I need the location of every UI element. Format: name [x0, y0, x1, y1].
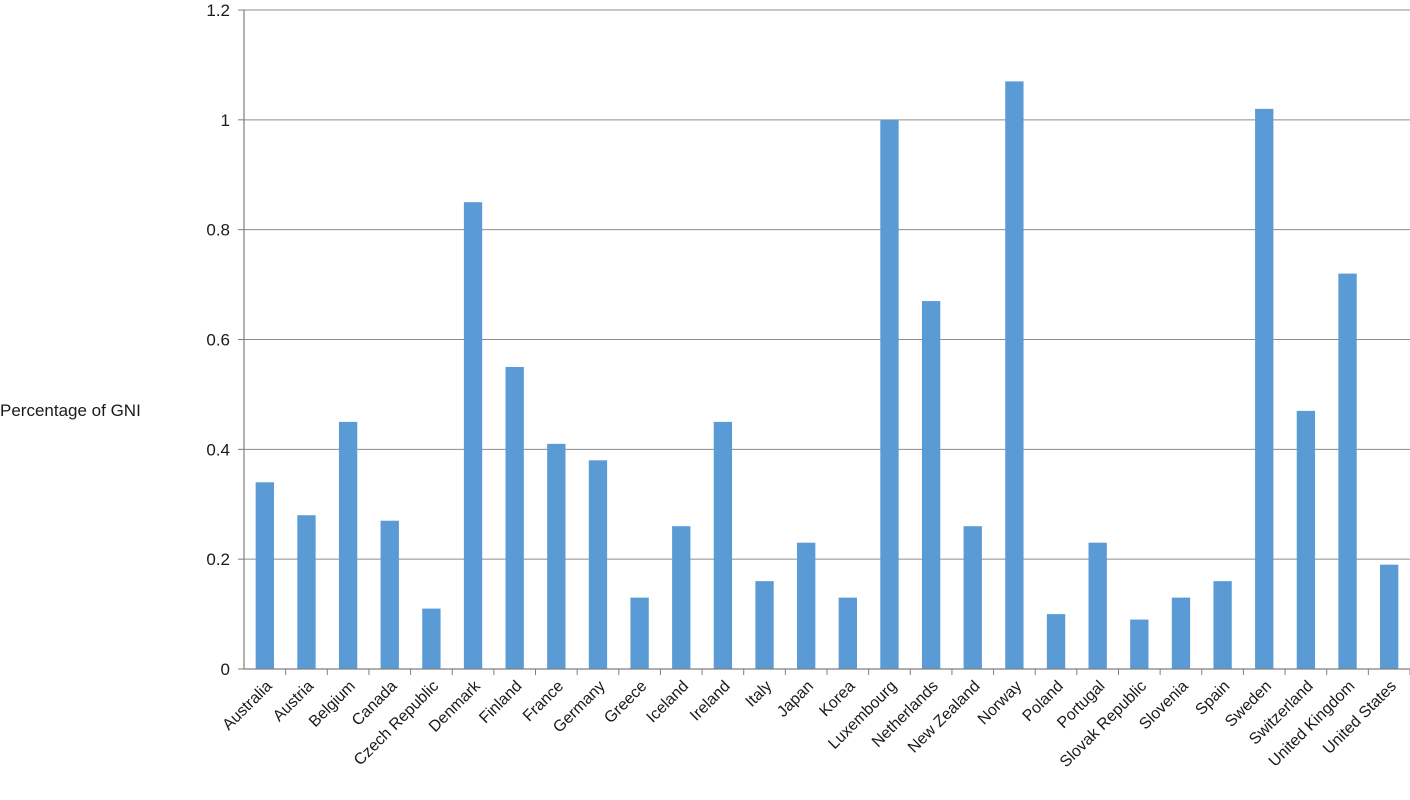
bar-ireland [713, 421, 733, 669]
bar-korea [838, 597, 857, 669]
bar-germany [588, 460, 608, 669]
bars [255, 81, 1399, 670]
bar-france [547, 443, 566, 669]
bar-norway [1005, 81, 1024, 670]
x-tick-label: Japan [774, 678, 817, 721]
bar-switzerland [1296, 410, 1316, 669]
bar-belgium [338, 421, 358, 669]
bar-italy [755, 581, 774, 669]
x-tick-label: Iceland [644, 678, 693, 727]
bar-denmark [463, 202, 483, 670]
x-tick-label: Ireland [687, 678, 734, 725]
y-tick-label: 0.6 [206, 331, 230, 350]
x-tick-label: Greece [601, 678, 650, 727]
bar-australia [255, 482, 274, 669]
bar-finland [505, 366, 524, 669]
bar-austria [297, 515, 316, 669]
gridlines [244, 9, 1410, 560]
bar-czech-republic [422, 608, 441, 669]
y-tick-label: 0 [221, 660, 230, 679]
y-tick-label: 1 [221, 111, 230, 130]
bar-canada [380, 520, 399, 669]
bar-greece [630, 597, 649, 669]
bar-slovak-republic [1130, 619, 1149, 669]
x-tick-label: New Zealand [905, 678, 984, 757]
bar-netherlands [921, 301, 941, 669]
bar-slovenia [1171, 597, 1191, 669]
bar-united-states [1380, 564, 1399, 669]
y-tick-label: 0.2 [206, 550, 230, 569]
x-tick-label: Finland [476, 678, 525, 727]
y-tick-labels: 0 0.2 0.4 0.6 0.8 1 1.2 [206, 1, 244, 679]
x-tick-label: Australia [220, 678, 276, 734]
x-tick-label: Italy [743, 678, 776, 711]
x-tick-label: Belgium [306, 678, 359, 731]
x-tick-label: Norway [975, 678, 1025, 728]
x-tick-label: United States [1320, 678, 1400, 758]
bar-luxembourg [880, 119, 899, 670]
bar-united-kingdom [1338, 273, 1357, 669]
bar-spain [1213, 581, 1232, 669]
y-tick-label: 0.8 [206, 221, 230, 240]
bar-japan [797, 542, 816, 669]
bar-sweden [1255, 108, 1274, 670]
y-tick-label: 1.2 [206, 1, 230, 20]
y-tick-label: 0.4 [206, 440, 230, 459]
y-axis-title: Percentage of GNI [0, 401, 141, 420]
bar-new-zealand [963, 526, 982, 669]
bar-poland [1046, 614, 1066, 669]
bar-portugal [1088, 542, 1107, 669]
bar-iceland [672, 526, 691, 669]
